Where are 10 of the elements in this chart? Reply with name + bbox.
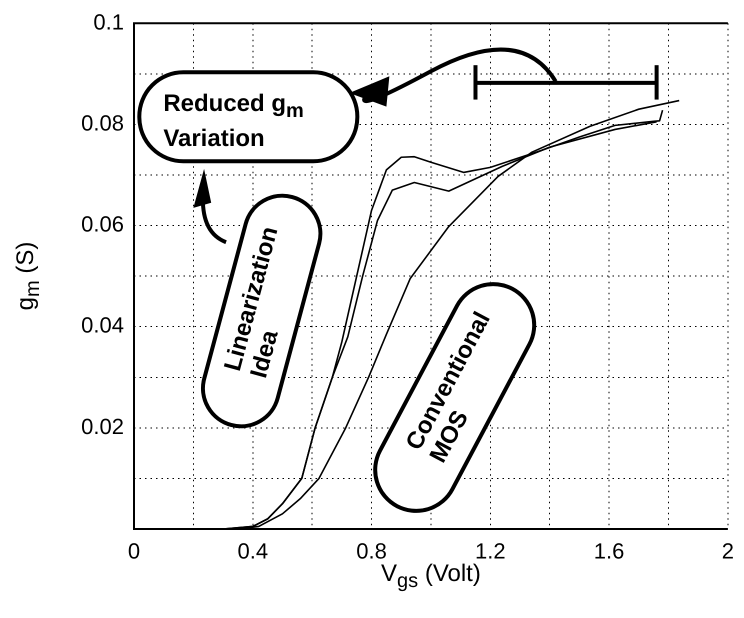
x-tick-label: 2: [722, 538, 734, 564]
x-tick-label: 0.4: [237, 538, 268, 564]
y-tick-label: 0.04: [81, 312, 124, 338]
y-tick-label: 0.08: [81, 110, 124, 136]
x-tick-label: 0: [128, 538, 140, 564]
y-tick-label: 0.06: [81, 212, 124, 237]
y-tick-label: 0.1: [93, 9, 124, 34]
annotation: Reduced g$_{m}$ Variation: [163, 90, 305, 152]
y-tick-label: 0.02: [81, 414, 124, 439]
x-tick-label: 1.6: [594, 538, 624, 564]
